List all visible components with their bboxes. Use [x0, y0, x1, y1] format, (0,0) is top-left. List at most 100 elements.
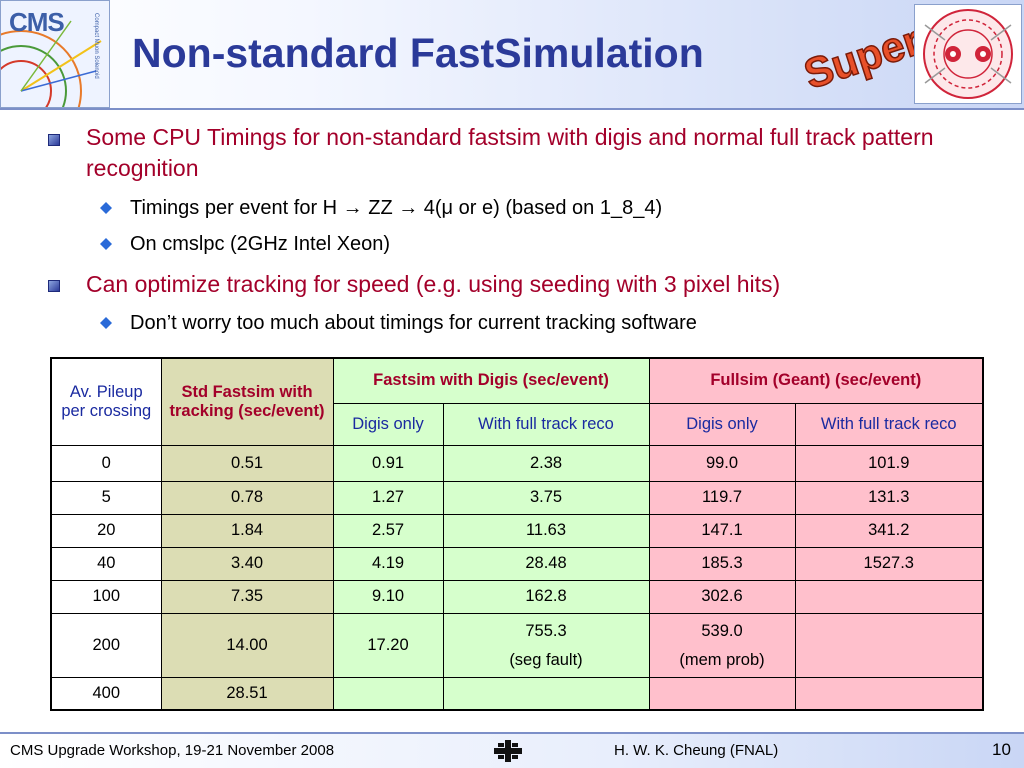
cell-full-full-reco: 1527.3: [794, 546, 984, 581]
cell-full-digis-only-note: (mem prob): [679, 651, 765, 669]
cell-full-digis-only-value: 185.3: [701, 554, 743, 572]
cell-full-full-reco: [794, 612, 984, 678]
cell-full-full-reco: 101.9: [794, 444, 984, 482]
cell-fast-digis-only-value: 17.20: [367, 635, 409, 654]
bullet-level1: Can optimize tracking for speed (e.g. us…: [86, 271, 781, 297]
footer-divider: [0, 732, 1024, 734]
cell-std-fastsim-value: 1.84: [230, 521, 264, 539]
cell-pileup: 100: [50, 579, 162, 614]
cell-full-digis-only: 539.0 (mem prob): [648, 612, 796, 678]
cell-full-digis-only: 185.3: [648, 546, 796, 581]
cell-full-full-reco: 341.2: [794, 513, 984, 548]
cell-fast-full-reco-note: (seg fault): [509, 651, 583, 669]
fnal-logo-icon: [494, 740, 522, 762]
cell-fast-digis-only: 17.20: [332, 612, 444, 678]
square-bullet-icon: [48, 280, 60, 292]
cell-full-full-reco-value: 341.2: [868, 521, 910, 539]
cell-fast-digis-only-value: 9.10: [371, 587, 405, 605]
cell-fast-full-reco: 2.38: [442, 444, 650, 482]
cell-fast-full-reco: 3.75: [442, 480, 650, 515]
cell-std-fastsim-value: 7.35: [230, 587, 264, 605]
subheader-full-digis-only: Digis only: [648, 402, 796, 446]
cell-pileup-value: 200: [92, 635, 121, 654]
cell-pileup: 20: [50, 513, 162, 548]
cell-fast-digis-only: 9.10: [332, 579, 444, 614]
cell-fast-full-reco-value: 3.75: [529, 488, 563, 506]
header-fullsim: Fullsim (Geant) (sec/event): [648, 357, 984, 404]
cell-full-full-reco-value: 101.9: [868, 453, 910, 472]
page-number: 10: [992, 740, 1011, 759]
cms-logo-subtext: Compact Muon Solenoid: [93, 13, 99, 79]
cell-fast-digis-only-value: 0.91: [371, 453, 405, 472]
cell-fast-digis-only-value: 2.57: [371, 521, 405, 539]
cell-fast-full-reco-value: 755.3: [525, 622, 567, 640]
subheader-fast-digis-only: Digis only: [332, 402, 444, 446]
cell-pileup-value: 400: [92, 683, 121, 702]
header-fastsim-digis: Fastsim with Digis (sec/event): [332, 357, 650, 404]
cell-full-digis-only: [648, 676, 796, 711]
cell-pileup: 40: [50, 546, 162, 581]
page-title: Non-standard FastSimulation: [132, 30, 704, 76]
cell-pileup: 400: [50, 676, 162, 711]
cell-std-fastsim-value: 14.00: [226, 635, 268, 654]
bullet-level2: Timings per event for H → ZZ → 4(μ or e)…: [130, 197, 663, 219]
cell-pileup: 0: [50, 444, 162, 482]
table-row: 20 1.84 2.57 11.63 147.1 341.2: [50, 513, 984, 548]
cell-pileup: 5: [50, 480, 162, 515]
cell-fast-full-reco: 11.63: [442, 513, 650, 548]
cms-logo-icon: CMS Compact Muon Solenoid: [0, 0, 110, 108]
cell-full-digis-only-value: 119.7: [701, 488, 743, 506]
subheader-full-full-reco: With full track reco: [794, 402, 984, 446]
cell-fast-digis-only: 0.91: [332, 444, 444, 482]
cell-fast-full-reco-value: 2.38: [529, 453, 563, 472]
cell-full-digis-only-value: 302.6: [701, 587, 743, 605]
header-divider: [0, 108, 1024, 110]
cell-std-fastsim-value: 3.40: [230, 554, 264, 572]
header-std-fastsim: Std Fastsim with tracking (sec/event): [160, 357, 334, 446]
table-row: 5 0.78 1.27 3.75 119.7 131.3: [50, 480, 984, 515]
cell-fast-full-reco: 162.8: [442, 579, 650, 614]
cell-fast-digis-only: 4.19: [332, 546, 444, 581]
cell-fast-digis-only: [332, 676, 444, 711]
table-row: 0 0.51 0.91 2.38 99.0 101.9: [50, 444, 984, 482]
cell-full-full-reco: [794, 676, 984, 711]
bullet-level2: Don’t worry too much about timings for c…: [130, 312, 697, 334]
bullet-level1: Some CPU Timings for non-standard fastsi…: [86, 124, 934, 181]
super-logo-icon: Super: [794, 6, 927, 99]
cell-fast-full-reco: 28.48: [442, 546, 650, 581]
cell-full-digis-only-value: 99.0: [705, 453, 739, 472]
cell-std-fastsim: 0.78: [160, 480, 334, 515]
cell-std-fastsim-value: 0.51: [230, 453, 264, 472]
table-row: 40 3.40 4.19 28.48 185.3 1527.3: [50, 546, 984, 581]
cell-fast-full-reco-value: 11.63: [525, 521, 567, 539]
cell-fast-full-reco-value: 162.8: [525, 587, 567, 605]
diamond-bullet-icon: [100, 238, 112, 250]
bullet-level2: On cmslpc (2GHz Intel Xeon): [130, 233, 391, 255]
cell-fast-digis-only: 1.27: [332, 480, 444, 515]
cell-std-fastsim: 28.51: [160, 676, 334, 711]
lhc-logo-icon: [914, 4, 1022, 104]
slide-header: CMS Compact Muon Solenoid Non-standard F…: [0, 0, 1024, 108]
cms-logo-text: CMS: [9, 7, 65, 37]
cell-full-digis-only-value: 539.0: [701, 622, 743, 640]
cell-full-full-reco: [794, 579, 984, 614]
cell-pileup-value: 5: [101, 488, 111, 506]
header-pileup: Av. Pileup per crossing: [50, 357, 162, 446]
cell-std-fastsim-value: 0.78: [230, 488, 264, 506]
table-row: 100 7.35 9.10 162.8 302.6: [50, 579, 984, 614]
cell-full-digis-only: 99.0: [648, 444, 796, 482]
cell-fast-full-reco: 755.3 (seg fault): [442, 612, 650, 678]
cell-full-digis-only: 302.6: [648, 579, 796, 614]
cell-pileup: 200: [50, 612, 162, 678]
slide-footer: CMS Upgrade Workshop, 19-21 November 200…: [0, 734, 1024, 768]
cell-fast-digis-only: 2.57: [332, 513, 444, 548]
cell-fast-digis-only-value: 4.19: [371, 554, 405, 572]
super-logo-text: Super: [798, 16, 919, 96]
footer-event: CMS Upgrade Workshop, 19-21 November 200…: [10, 742, 335, 759]
diamond-bullet-icon: [100, 317, 112, 329]
diamond-bullet-icon: [100, 202, 112, 214]
cell-std-fastsim: 0.51: [160, 444, 334, 482]
cell-fast-full-reco: [442, 676, 650, 711]
cell-pileup-value: 0: [101, 453, 111, 472]
cell-std-fastsim-value: 28.51: [226, 683, 268, 702]
